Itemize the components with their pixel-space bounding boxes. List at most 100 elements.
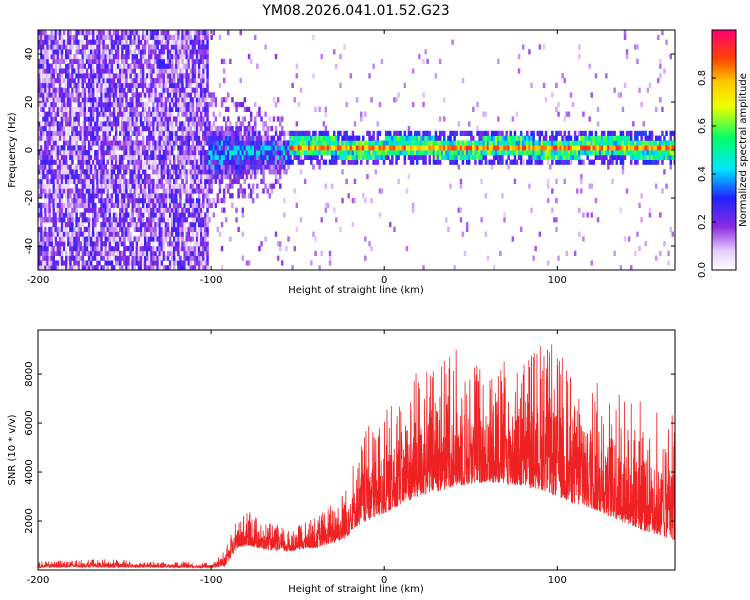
spectrogram-cell <box>69 39 72 45</box>
spectrogram-cell <box>123 145 126 151</box>
spectrogram-cell <box>158 68 161 74</box>
spectrogram-cell <box>328 135 332 141</box>
spectrogram-cell <box>89 265 93 270</box>
spectrogram-cell <box>372 63 375 69</box>
spectrogram-cell <box>497 145 500 151</box>
spectrogram-cell <box>102 255 105 261</box>
spectrogram-cell <box>102 159 105 165</box>
spectrogram-cell <box>168 121 172 127</box>
spectrogram-cell <box>146 193 149 199</box>
spectrogram-cell <box>123 174 126 180</box>
spectrogram-cell <box>119 87 122 93</box>
spectrogram-cell <box>116 241 120 247</box>
spectrogram-cell <box>322 130 326 136</box>
spectrogram-cell <box>141 121 145 127</box>
spectrogram-cell <box>67 82 70 88</box>
spectrogram-cell <box>100 44 103 50</box>
spectrogram-cell <box>447 140 450 146</box>
spectrogram-cell <box>42 30 45 36</box>
spectrogram-cell <box>110 159 114 165</box>
spectrogram-cell <box>44 231 47 237</box>
spectrogram-cell <box>46 217 49 223</box>
spectrogram-cell <box>293 135 296 141</box>
spectrogram-cell <box>160 39 164 45</box>
spectrogram-cell <box>92 102 95 108</box>
spectrogram-cell <box>216 174 220 180</box>
spectrogram-cell <box>289 145 292 151</box>
spectrogram-cell <box>214 150 218 156</box>
spectrogram-cell <box>528 135 531 141</box>
spectrogram-cell <box>62 78 66 84</box>
spectrogram-cell <box>62 241 66 247</box>
spectrogram-cell <box>324 126 328 132</box>
spectrogram-cell <box>189 135 193 141</box>
spectrogram-cell <box>92 246 95 252</box>
spectrogram-cell <box>73 116 76 122</box>
spectrogram-cell <box>152 255 155 261</box>
spectrogram-cell <box>58 78 62 84</box>
spectrogram-cell <box>160 58 164 64</box>
spectrogram-cell <box>152 111 155 117</box>
spectrogram-cell <box>96 126 99 132</box>
spectrogram-cell <box>123 87 126 93</box>
spectrogram-cell <box>137 260 141 266</box>
spectrogram-cell <box>69 202 72 208</box>
spectrogram-cell <box>274 178 278 184</box>
spectrogram-cell <box>195 135 199 141</box>
spectrogram-cell <box>58 34 62 40</box>
spectrogram-cell <box>247 54 251 60</box>
spectrogram-cell <box>52 30 55 36</box>
spectrogram-cell <box>276 150 280 156</box>
spectrogram-cell <box>143 174 147 180</box>
spectrogram-cell <box>94 226 97 232</box>
spectrogram-cell <box>202 34 205 40</box>
spectrogram-cell <box>559 145 562 151</box>
spectrogram-cell <box>333 207 336 213</box>
spectrogram-cell <box>243 97 247 103</box>
spectrogram-cell <box>422 154 425 160</box>
spectrogram-cell <box>486 145 490 151</box>
spectrogram-cell <box>106 198 109 204</box>
spectrogram-cell <box>441 154 444 160</box>
spectrogram-cell <box>81 87 85 93</box>
spectrogram-cell <box>114 130 118 136</box>
spectrogram-cell <box>351 130 355 136</box>
spectrogram-cell <box>48 231 51 237</box>
spectrogram-cell <box>202 246 205 252</box>
spectrogram-cell <box>166 140 170 146</box>
spectrogram-cell <box>146 49 149 55</box>
spectrogram-cell <box>48 226 51 232</box>
spectrogram-cell <box>281 126 284 132</box>
spectrogram-cell <box>65 159 68 165</box>
spectrogram-cell <box>60 255 64 261</box>
spectrogram-cell <box>152 164 155 170</box>
spectrogram-cell <box>318 159 321 165</box>
spectrogram-cell <box>424 154 427 160</box>
spectrogram-cell <box>121 97 124 103</box>
spectrogram-cell <box>73 150 76 156</box>
spectrogram-cell <box>52 82 55 88</box>
spectrogram-cell <box>154 150 157 156</box>
spectrogram-cell <box>65 150 68 156</box>
spectrogram-cell <box>139 212 143 218</box>
spectrogram-cell <box>179 217 182 223</box>
spectrogram-cell <box>133 169 136 175</box>
spectrogram-cell <box>119 34 122 40</box>
spectrogram-cell <box>519 154 523 160</box>
spectrogram-cell <box>166 116 170 122</box>
spectrogram-cell <box>490 145 494 151</box>
spectrogram-cell <box>411 68 415 74</box>
spectrogram-cell <box>177 97 180 103</box>
spectrogram-cell <box>287 159 290 165</box>
spectrogram-cell <box>202 44 205 50</box>
spectrogram-cell <box>139 102 143 108</box>
spectrogram-cell <box>166 126 170 132</box>
spectrogram-cell <box>164 193 168 199</box>
spectrogram-cell <box>202 63 205 69</box>
spectrogram-cell <box>418 54 421 60</box>
spectrogram-cell <box>515 111 519 117</box>
spectrogram-cell <box>121 145 124 151</box>
spectrogram-cell <box>247 183 251 189</box>
spectrogram-cell <box>129 183 132 189</box>
spectrogram-cell <box>486 150 490 156</box>
